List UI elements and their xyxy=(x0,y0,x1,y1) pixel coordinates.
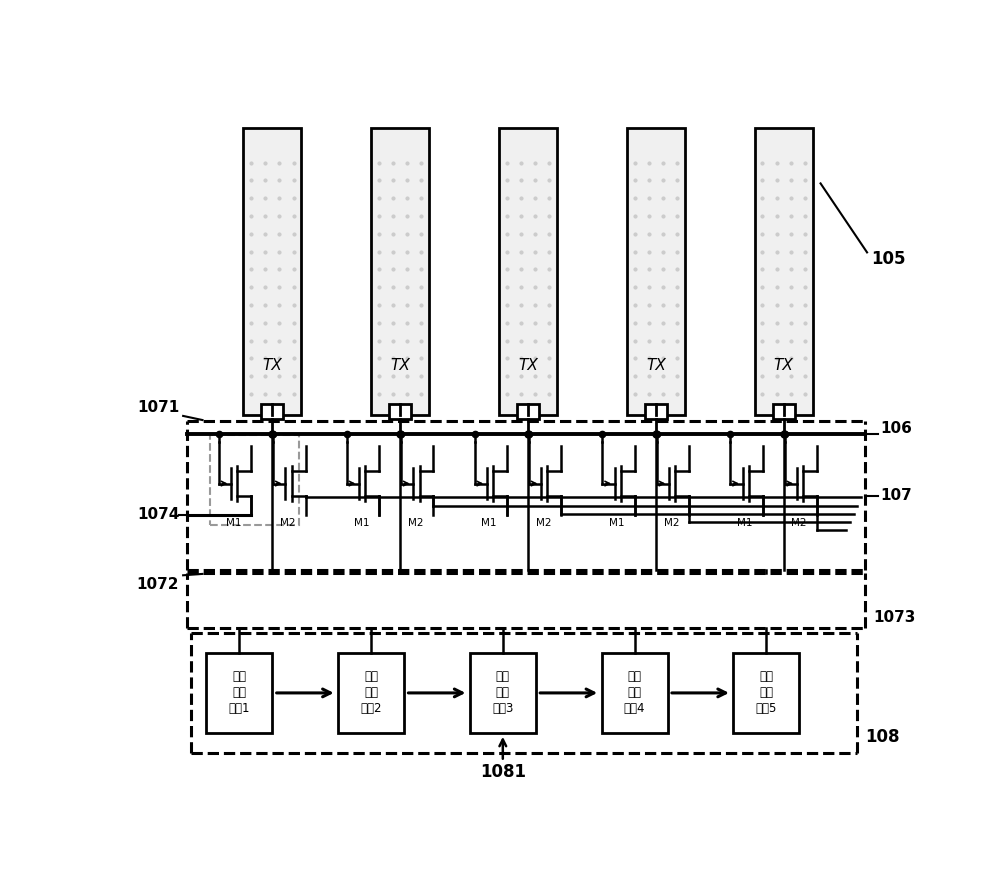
Text: TX: TX xyxy=(774,358,794,374)
Bar xyxy=(517,404,539,419)
Text: 1073: 1073 xyxy=(873,610,915,625)
Text: M2: M2 xyxy=(664,518,679,528)
Bar xyxy=(602,653,668,733)
Bar xyxy=(499,128,557,415)
Text: 1071: 1071 xyxy=(137,400,179,415)
Text: 移位
寄存
单元1: 移位 寄存 单元1 xyxy=(229,670,250,715)
Bar xyxy=(206,653,272,733)
Bar xyxy=(338,653,404,733)
Text: M2: M2 xyxy=(408,518,423,528)
Bar xyxy=(371,128,429,415)
Text: M1: M1 xyxy=(482,518,497,528)
Bar xyxy=(389,404,411,419)
Text: M1: M1 xyxy=(737,518,753,528)
Text: M1: M1 xyxy=(354,518,369,528)
Text: TX: TX xyxy=(262,358,282,374)
Text: 1081: 1081 xyxy=(480,763,526,781)
Text: M2: M2 xyxy=(536,518,551,528)
Bar xyxy=(210,435,299,525)
Text: 108: 108 xyxy=(865,728,900,745)
Text: TX: TX xyxy=(518,358,538,374)
Bar xyxy=(733,653,799,733)
Text: M1: M1 xyxy=(609,518,625,528)
Bar xyxy=(755,128,813,415)
Text: 移位
寄存
单元2: 移位 寄存 单元2 xyxy=(360,670,382,715)
Text: 1072: 1072 xyxy=(137,577,179,591)
Bar xyxy=(627,128,685,415)
Bar xyxy=(645,404,667,419)
Text: TX: TX xyxy=(646,358,666,374)
Text: 106: 106 xyxy=(881,421,912,435)
Text: TX: TX xyxy=(390,358,410,374)
Text: M2: M2 xyxy=(792,518,807,528)
Text: 移位
寄存
单元3: 移位 寄存 单元3 xyxy=(492,670,514,715)
Text: 105: 105 xyxy=(871,250,905,268)
Text: 107: 107 xyxy=(881,488,912,503)
Text: M2: M2 xyxy=(280,518,296,528)
Bar xyxy=(773,404,795,419)
Text: M1: M1 xyxy=(226,518,241,528)
Bar xyxy=(243,128,301,415)
Bar xyxy=(261,404,283,419)
Text: 移位
寄存
单元4: 移位 寄存 单元4 xyxy=(624,670,645,715)
Text: 移位
寄存
单元5: 移位 寄存 单元5 xyxy=(756,670,777,715)
Bar xyxy=(470,653,536,733)
Text: 1074: 1074 xyxy=(137,507,179,522)
